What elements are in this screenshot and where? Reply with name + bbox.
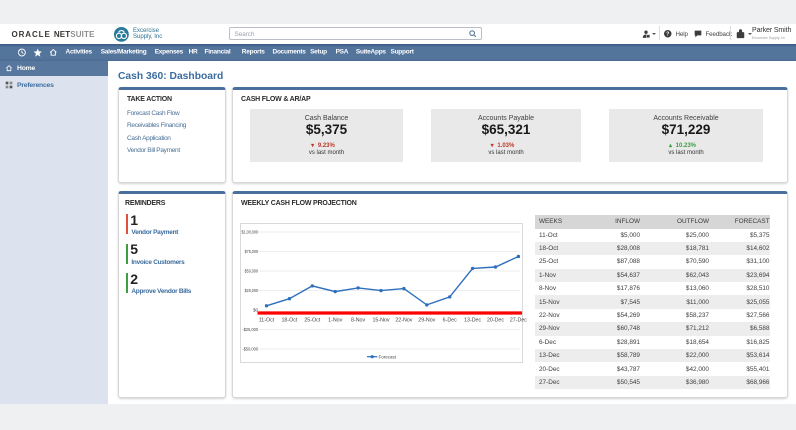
- svg-text:Forecast: Forecast: [378, 354, 396, 359]
- svg-text:$25,000: $25,000: [244, 288, 258, 293]
- svg-text:13-Dec: 13-Dec: [464, 318, 481, 324]
- svg-text:15-Nov: 15-Nov: [372, 318, 389, 324]
- svg-text:29-Nov: 29-Nov: [418, 318, 435, 324]
- svg-text:-$50,000: -$50,000: [242, 347, 258, 352]
- svg-text:8-Nov: 8-Nov: [351, 318, 365, 324]
- svg-text:11-Oct: 11-Oct: [258, 318, 274, 324]
- svg-text:27-Dec: 27-Dec: [509, 318, 526, 324]
- svg-text:$0: $0: [252, 308, 258, 313]
- svg-text:18-Oct: 18-Oct: [281, 318, 297, 324]
- svg-text:22-Nov: 22-Nov: [395, 318, 412, 324]
- svg-text:?: ?: [666, 32, 669, 38]
- svg-text:25-Oct: 25-Oct: [304, 318, 320, 324]
- svg-text:$50,000: $50,000: [244, 269, 258, 274]
- svg-text:20-Dec: 20-Dec: [486, 318, 503, 324]
- svg-text:$75,000: $75,000: [244, 249, 258, 254]
- svg-text:1-Nov: 1-Nov: [328, 318, 342, 324]
- svg-text:-$25,000: -$25,000: [242, 327, 258, 332]
- svg-text:6-Dec: 6-Dec: [442, 318, 456, 324]
- svg-text:$1,00,000: $1,00,000: [241, 230, 258, 235]
